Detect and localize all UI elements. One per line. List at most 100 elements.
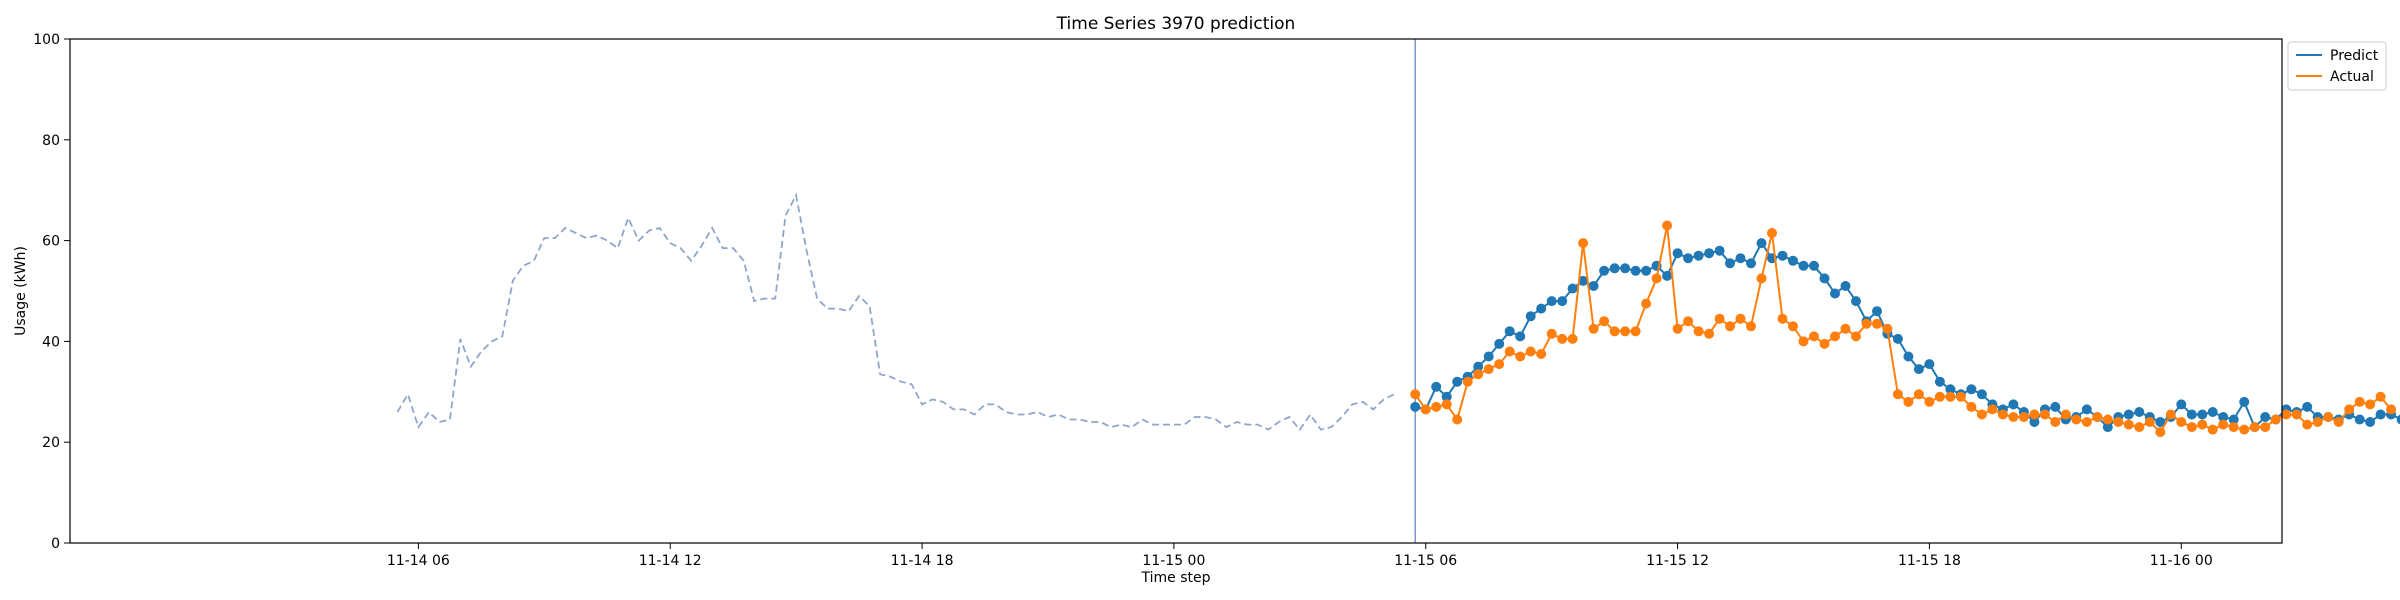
data-point-actual <box>2207 424 2218 435</box>
data-point-actual <box>2228 422 2239 433</box>
legend-actual-label: Actual <box>2330 69 2374 85</box>
data-point-actual <box>2218 419 2229 430</box>
data-point-predict <box>1746 258 1756 269</box>
data-point-actual <box>1966 401 1977 412</box>
data-point-predict <box>1641 265 1652 276</box>
data-point-predict <box>1924 359 1935 370</box>
data-point-predict <box>1525 311 1536 322</box>
data-point-predict <box>1892 333 1903 344</box>
data-point-actual <box>2071 414 2082 425</box>
data-point-actual <box>2260 422 2271 433</box>
x-tick-label: 11-14 18 <box>891 553 954 569</box>
data-point-predict <box>2008 399 2019 410</box>
data-point-actual <box>2050 417 2061 427</box>
plot-frame <box>69 38 2283 544</box>
data-point-actual <box>1483 364 1494 375</box>
data-point-actual <box>1662 220 1673 231</box>
data-point-predict <box>1725 258 1735 269</box>
data-point-actual <box>1431 401 1442 412</box>
data-point-actual <box>1683 316 1694 327</box>
data-point-actual <box>2018 412 2029 422</box>
data-point-actual <box>1882 323 1893 334</box>
data-point-predict <box>1410 401 1421 412</box>
data-point-predict <box>2375 409 2386 420</box>
data-point-predict <box>2176 399 2187 410</box>
data-point-actual <box>2113 417 2124 427</box>
plot-area <box>396 39 2400 543</box>
data-point-actual <box>1536 349 1547 359</box>
x-tick-label: 11-15 00 <box>1142 553 1205 569</box>
data-point-actual <box>1473 369 1484 380</box>
data-point-predict <box>1578 275 1589 286</box>
data-point-actual <box>1997 409 2008 420</box>
data-point-actual <box>1641 298 1652 309</box>
data-point-actual <box>1788 321 1798 332</box>
data-point-predict <box>1441 391 1452 402</box>
data-point-predict <box>1620 263 1631 274</box>
data-point-predict <box>1693 250 1704 261</box>
data-point-actual <box>1955 391 1966 402</box>
data-point-predict <box>1966 384 1977 395</box>
data-point-predict <box>1504 326 1515 337</box>
data-point-predict <box>1452 376 1463 387</box>
data-point-predict <box>1483 351 1494 362</box>
y-tick-label: 60 <box>42 234 60 250</box>
data-point-actual <box>2186 422 2197 433</box>
data-point-actual <box>1420 404 1431 415</box>
legend: Predict Actual <box>2287 41 2387 91</box>
data-point-predict <box>2155 417 2166 427</box>
data-point-actual <box>1976 409 1987 420</box>
data-point-predict <box>1756 238 1767 249</box>
x-tick-label: 11-15 12 <box>1646 553 1709 569</box>
data-point-predict <box>1872 306 1882 317</box>
data-point-predict <box>2134 407 2145 417</box>
data-point-actual <box>1809 331 1819 342</box>
data-point-actual <box>1494 359 1505 370</box>
x-tick-label: 11-15 06 <box>1394 553 1457 569</box>
data-point-actual <box>1830 331 1840 342</box>
series-line-actual <box>1414 225 2392 434</box>
data-point-predict <box>2396 414 2400 425</box>
data-point-actual <box>2155 427 2166 438</box>
data-point-predict <box>1788 255 1798 266</box>
data-point-predict <box>1735 253 1746 264</box>
data-point-actual <box>1819 338 1830 349</box>
data-point-predict <box>1683 253 1694 264</box>
data-point-predict <box>2123 409 2134 420</box>
data-point-predict <box>1515 331 1526 342</box>
data-point-predict <box>1903 351 1914 362</box>
data-point-actual <box>1588 323 1599 334</box>
data-point-actual <box>1672 323 1683 334</box>
data-point-actual <box>2354 396 2365 407</box>
data-point-actual <box>1913 389 1924 400</box>
data-point-predict <box>1431 381 1442 392</box>
data-point-predict <box>2029 417 2040 427</box>
chart-title: Time Series 3970 prediction <box>1056 14 1296 34</box>
data-point-actual <box>2197 419 2208 430</box>
data-point-predict <box>1536 303 1547 314</box>
data-point-actual <box>1630 326 1641 337</box>
data-point-actual <box>1851 331 1861 342</box>
data-point-actual <box>2029 409 2040 420</box>
data-point-actual <box>1693 326 1704 337</box>
data-point-actual <box>2365 399 2376 410</box>
data-point-actual <box>1462 376 1473 387</box>
x-tick-label: 11-16 00 <box>2150 553 2213 569</box>
data-point-actual <box>1746 321 1756 332</box>
data-point-predict <box>1840 281 1851 291</box>
y-tick-label: 0 <box>51 536 60 552</box>
data-point-actual <box>2239 424 2250 435</box>
data-point-predict <box>2050 401 2061 412</box>
data-point-predict <box>2081 404 2092 415</box>
data-point-predict <box>1599 265 1610 276</box>
data-point-actual <box>2291 409 2302 420</box>
data-point-actual <box>2333 417 2344 427</box>
y-axis-title: Usage (kWh) <box>13 246 29 336</box>
data-point-actual <box>2039 409 2050 420</box>
data-point-actual <box>1756 273 1767 284</box>
data-point-actual <box>2165 409 2176 420</box>
data-point-predict <box>2260 412 2271 422</box>
data-point-predict <box>1830 288 1840 299</box>
